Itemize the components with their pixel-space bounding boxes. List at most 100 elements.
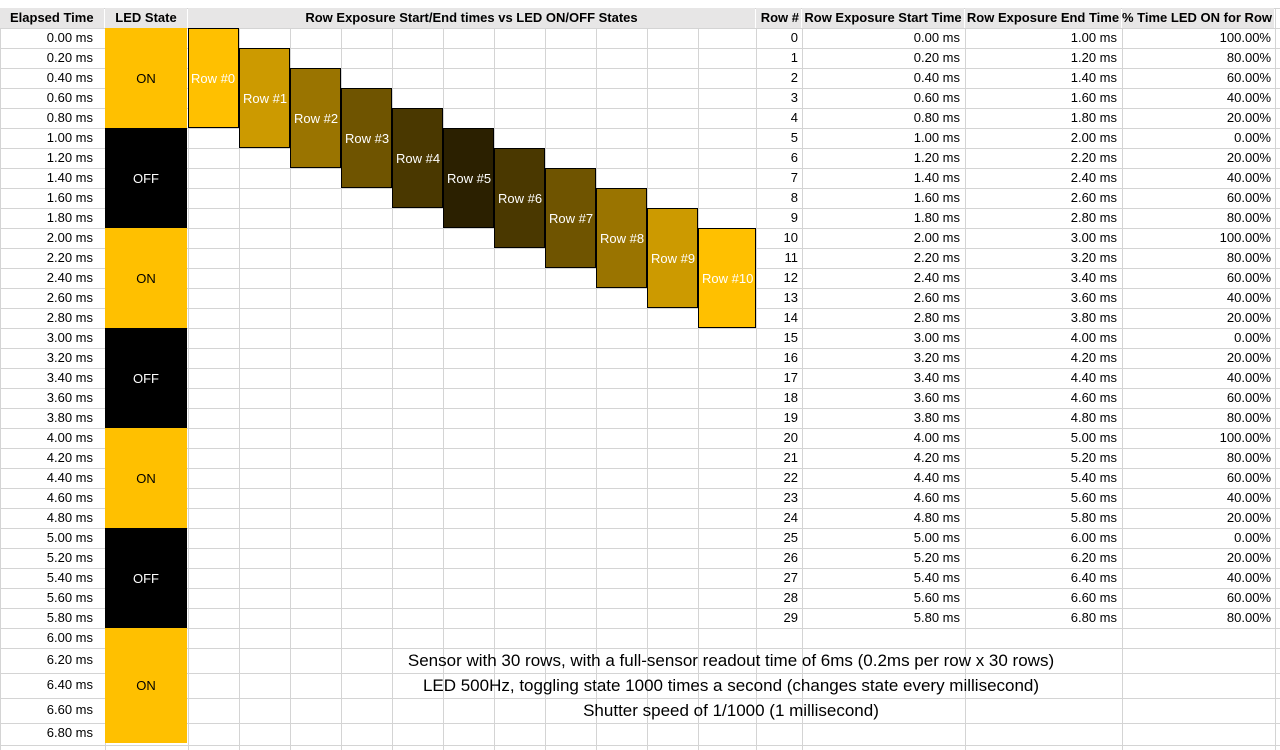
- percent-on-cell[interactable]: 20.00%: [1226, 150, 1271, 165]
- row-number-cell[interactable]: 22: [783, 470, 798, 485]
- exposure-block-row-8[interactable]: Row #8: [596, 188, 647, 288]
- percent-on-cell[interactable]: 100.00%: [1219, 230, 1271, 245]
- elapsed-time-cell[interactable]: 3.60 ms: [46, 390, 93, 405]
- elapsed-time-cell[interactable]: 3.80 ms: [46, 410, 93, 425]
- header-row-number[interactable]: Row #: [756, 8, 801, 28]
- row-number-cell[interactable]: 4: [790, 110, 798, 125]
- percent-on-cell[interactable]: 80.00%: [1226, 410, 1271, 425]
- percent-on-cell[interactable]: 60.00%: [1226, 590, 1271, 605]
- percent-on-cell[interactable]: 60.00%: [1226, 270, 1271, 285]
- row-number-cell[interactable]: 14: [783, 310, 798, 325]
- elapsed-time-cell[interactable]: 3.40 ms: [46, 370, 93, 385]
- end-time-cell[interactable]: 5.00 ms: [1070, 430, 1117, 445]
- percent-on-cell[interactable]: 100.00%: [1219, 430, 1271, 445]
- elapsed-time-cell[interactable]: 0.20 ms: [46, 50, 93, 65]
- end-time-cell[interactable]: 5.80 ms: [1070, 510, 1117, 525]
- elapsed-time-cell[interactable]: 3.20 ms: [46, 350, 93, 365]
- percent-on-cell[interactable]: 0.00%: [1234, 130, 1271, 145]
- exposure-block-row-7[interactable]: Row #7: [545, 168, 596, 268]
- elapsed-time-cell[interactable]: 4.20 ms: [46, 450, 93, 465]
- start-time-cell[interactable]: 4.20 ms: [913, 450, 960, 465]
- start-time-cell[interactable]: 0.80 ms: [913, 110, 960, 125]
- start-time-cell[interactable]: 2.00 ms: [913, 230, 960, 245]
- percent-on-cell[interactable]: 40.00%: [1226, 170, 1271, 185]
- header-led-state[interactable]: LED State: [105, 8, 187, 28]
- note-led[interactable]: LED 500Hz, toggling state 1000 times a s…: [422, 676, 1040, 695]
- start-time-cell[interactable]: 1.60 ms: [913, 190, 960, 205]
- start-time-cell[interactable]: 5.40 ms: [913, 570, 960, 585]
- elapsed-time-cell[interactable]: 2.40 ms: [46, 270, 93, 285]
- percent-on-cell[interactable]: 20.00%: [1226, 310, 1271, 325]
- percent-on-cell[interactable]: 60.00%: [1226, 190, 1271, 205]
- elapsed-time-cell[interactable]: 5.80 ms: [46, 610, 93, 625]
- note-shutter[interactable]: Shutter speed of 1/1000 (1 millisecond): [583, 701, 879, 720]
- start-time-cell[interactable]: 0.60 ms: [913, 90, 960, 105]
- end-time-cell[interactable]: 2.20 ms: [1070, 150, 1117, 165]
- exposure-block-row-5[interactable]: Row #5: [443, 128, 494, 228]
- percent-on-cell[interactable]: 40.00%: [1226, 370, 1271, 385]
- percent-on-cell[interactable]: 80.00%: [1226, 450, 1271, 465]
- end-time-cell[interactable]: 1.00 ms: [1070, 30, 1117, 45]
- percent-on-cell[interactable]: 40.00%: [1226, 490, 1271, 505]
- percent-on-cell[interactable]: 60.00%: [1226, 470, 1271, 485]
- row-number-cell[interactable]: 8: [790, 190, 798, 205]
- elapsed-time-cell[interactable]: 6.00 ms: [46, 630, 93, 645]
- start-time-cell[interactable]: 2.40 ms: [913, 270, 960, 285]
- elapsed-time-cell[interactable]: 5.00 ms: [46, 530, 93, 545]
- elapsed-time-cell[interactable]: 0.40 ms: [46, 70, 93, 85]
- led-state-off[interactable]: OFF: [105, 528, 187, 628]
- exposure-block-row-2[interactable]: Row #2: [290, 68, 341, 168]
- end-time-cell[interactable]: 6.00 ms: [1070, 530, 1117, 545]
- start-time-cell[interactable]: 4.00 ms: [913, 430, 960, 445]
- end-time-cell[interactable]: 1.20 ms: [1070, 50, 1117, 65]
- start-time-cell[interactable]: 1.00 ms: [913, 130, 960, 145]
- elapsed-time-cell[interactable]: 4.80 ms: [46, 510, 93, 525]
- exposure-block-row-3[interactable]: Row #3: [341, 88, 392, 188]
- led-state-off[interactable]: OFF: [105, 128, 187, 228]
- percent-on-cell[interactable]: 80.00%: [1226, 250, 1271, 265]
- percent-on-cell[interactable]: 100.00%: [1219, 30, 1271, 45]
- end-time-cell[interactable]: 5.20 ms: [1070, 450, 1117, 465]
- header-end-time[interactable]: Row Exposure End Time: [965, 8, 1121, 28]
- end-time-cell[interactable]: 5.40 ms: [1070, 470, 1117, 485]
- elapsed-time-cell[interactable]: 1.00 ms: [46, 130, 93, 145]
- elapsed-time-cell[interactable]: 2.80 ms: [46, 310, 93, 325]
- percent-on-cell[interactable]: 20.00%: [1226, 350, 1271, 365]
- percent-on-cell[interactable]: 60.00%: [1226, 390, 1271, 405]
- start-time-cell[interactable]: 5.00 ms: [913, 530, 960, 545]
- end-time-cell[interactable]: 3.20 ms: [1070, 250, 1117, 265]
- end-time-cell[interactable]: 4.80 ms: [1070, 410, 1117, 425]
- elapsed-time-cell[interactable]: 6.40 ms: [46, 677, 93, 692]
- end-time-cell[interactable]: 6.60 ms: [1070, 590, 1117, 605]
- start-time-cell[interactable]: 4.80 ms: [913, 510, 960, 525]
- note-sensor[interactable]: Sensor with 30 rows, with a full-sensor …: [407, 651, 1055, 670]
- end-time-cell[interactable]: 4.00 ms: [1070, 330, 1117, 345]
- elapsed-time-cell[interactable]: 2.20 ms: [46, 250, 93, 265]
- row-number-cell[interactable]: 24: [783, 510, 798, 525]
- percent-on-cell[interactable]: 20.00%: [1226, 550, 1271, 565]
- exposure-block-row-1[interactable]: Row #1: [239, 48, 290, 148]
- end-time-cell[interactable]: 6.40 ms: [1070, 570, 1117, 585]
- percent-on-cell[interactable]: 0.00%: [1234, 330, 1271, 345]
- exposure-block-row-6[interactable]: Row #6: [494, 148, 545, 248]
- row-number-cell[interactable]: 18: [783, 390, 798, 405]
- led-state-on[interactable]: ON: [105, 28, 187, 128]
- end-time-cell[interactable]: 1.40 ms: [1070, 70, 1117, 85]
- elapsed-time-cell[interactable]: 2.60 ms: [46, 290, 93, 305]
- end-time-cell[interactable]: 3.00 ms: [1070, 230, 1117, 245]
- elapsed-time-cell[interactable]: 1.60 ms: [46, 190, 93, 205]
- start-time-cell[interactable]: 2.20 ms: [913, 250, 960, 265]
- row-number-cell[interactable]: 20: [783, 430, 798, 445]
- led-state-on[interactable]: ON: [105, 428, 187, 528]
- start-time-cell[interactable]: 2.80 ms: [913, 310, 960, 325]
- start-time-cell[interactable]: 3.40 ms: [913, 370, 960, 385]
- start-time-cell[interactable]: 1.20 ms: [913, 150, 960, 165]
- elapsed-time-cell[interactable]: 4.40 ms: [46, 470, 93, 485]
- start-time-cell[interactable]: 5.60 ms: [913, 590, 960, 605]
- start-time-cell[interactable]: 1.40 ms: [913, 170, 960, 185]
- start-time-cell[interactable]: 0.40 ms: [913, 70, 960, 85]
- percent-on-cell[interactable]: 80.00%: [1226, 210, 1271, 225]
- led-state-on[interactable]: ON: [105, 628, 187, 743]
- row-number-cell[interactable]: 26: [783, 550, 798, 565]
- row-number-cell[interactable]: 7: [790, 170, 798, 185]
